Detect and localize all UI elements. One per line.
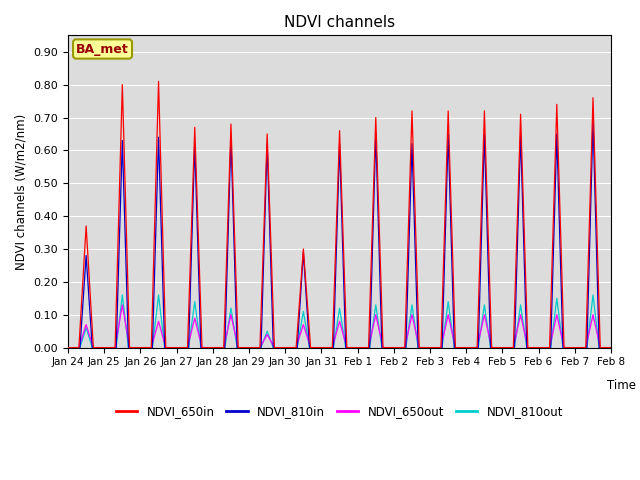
Y-axis label: NDVI channels (W/m2/nm): NDVI channels (W/m2/nm) (15, 113, 28, 270)
X-axis label: Time: Time (607, 379, 636, 392)
Legend: NDVI_650in, NDVI_810in, NDVI_650out, NDVI_810out: NDVI_650in, NDVI_810in, NDVI_650out, NDV… (111, 400, 568, 423)
Text: BA_met: BA_met (76, 43, 129, 56)
Title: NDVI channels: NDVI channels (284, 15, 395, 30)
